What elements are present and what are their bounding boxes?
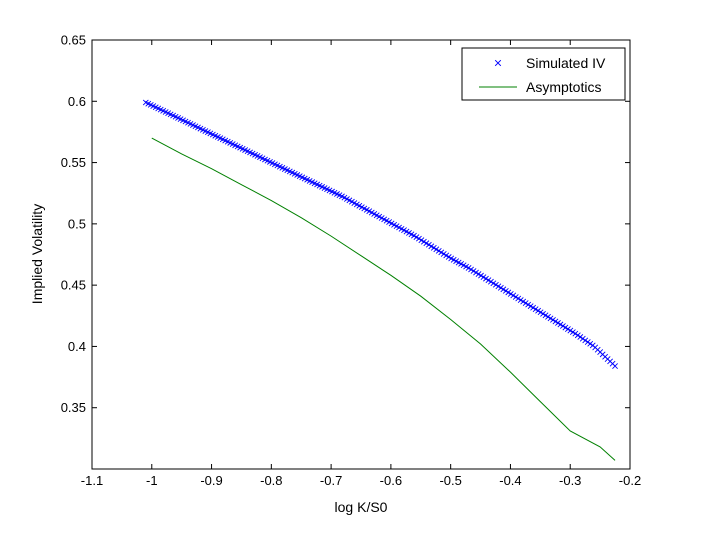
- legend-marker-simulated-iv: [494, 59, 502, 67]
- simulated-iv-marker: [587, 340, 594, 347]
- y-tick-label: 0.6: [68, 94, 86, 109]
- y-tick-label: 0.45: [61, 278, 86, 293]
- legend-box: [461, 47, 626, 101]
- x-tick-label: -1: [146, 473, 158, 488]
- simulated-iv-marker: [572, 330, 579, 337]
- y-tick-label: 0.35: [61, 400, 86, 415]
- x-tick-label: -0.9: [200, 473, 222, 488]
- ticks-layer: -1.1 -1 -0.9 -0.8 -0.7 -0.6 -0.5 -0.4 -0.3 -0.2 0.…: [61, 33, 642, 489]
- simulated-iv-marker: [574, 332, 581, 339]
- x-tick-label: -0.5: [439, 473, 461, 488]
- y-tick-label: 0.65: [61, 33, 86, 48]
- x-tick-label: -0.7: [320, 473, 342, 488]
- plot-area: [91, 39, 631, 470]
- x-tick-label: -0.8: [260, 473, 282, 488]
- y-tick-label: 0.55: [61, 155, 86, 170]
- simulated-iv-marker: [579, 335, 586, 342]
- x-tick-label: -0.3: [559, 473, 581, 488]
- simulated-iv-marker: [582, 337, 589, 344]
- y-tick-label: 0.5: [68, 216, 86, 231]
- series-layer: [142, 99, 618, 461]
- asymptotics-line: [151, 137, 616, 461]
- legend: Simulated IV Asymptotics: [461, 47, 626, 101]
- x-axis-label: log K/S0: [335, 499, 388, 515]
- legend-label: Simulated IV: [526, 55, 606, 71]
- legend-label: Asymptotics: [526, 79, 601, 95]
- x-tick-label: -0.2: [619, 473, 641, 488]
- x-tick-label: -0.6: [380, 473, 402, 488]
- y-axis-label: Implied Volatility: [29, 204, 45, 304]
- x-tick-label: -0.4: [499, 473, 521, 488]
- y-tick-label: 0.4: [68, 339, 86, 354]
- simulated-iv-marker: [612, 363, 618, 369]
- x-tick-label: -1.1: [81, 473, 103, 488]
- simulated-iv-marker: [584, 339, 591, 345]
- simulated-iv-marker: [577, 334, 584, 340]
